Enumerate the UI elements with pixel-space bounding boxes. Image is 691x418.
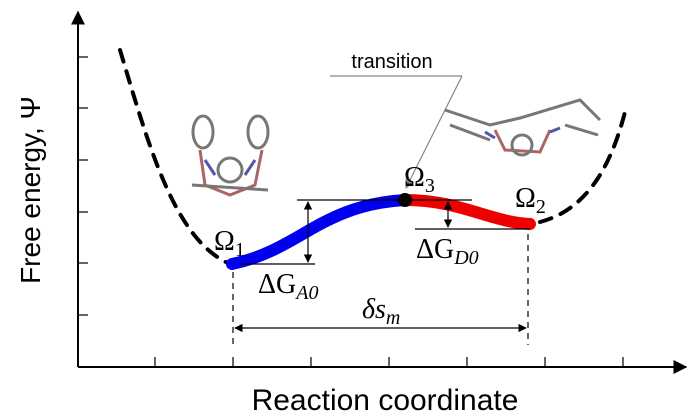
distance-label: δsm — [362, 294, 400, 329]
reverse-path — [405, 200, 530, 224]
state-1-label: Ω1 — [214, 226, 245, 261]
x-axis-label: Reaction coordinate — [252, 384, 519, 417]
energy-curve — [120, 50, 625, 264]
barrier-a-label: ΔGA0 — [258, 269, 318, 304]
molecule-left — [192, 116, 268, 195]
state-3-label: Ω3 — [404, 162, 435, 197]
forward-path — [232, 200, 405, 264]
state-2-label: Ω2 — [515, 183, 546, 218]
dashed-curve-right — [540, 112, 625, 222]
transition-label: transition — [351, 51, 432, 73]
diagram: Free energy, Ψ Reaction coordinate trans… — [0, 0, 691, 418]
barrier-d-label: ΔGD0 — [416, 234, 479, 269]
y-axis-label: Free energy, Ψ — [15, 96, 46, 284]
molecule-right — [445, 100, 600, 155]
